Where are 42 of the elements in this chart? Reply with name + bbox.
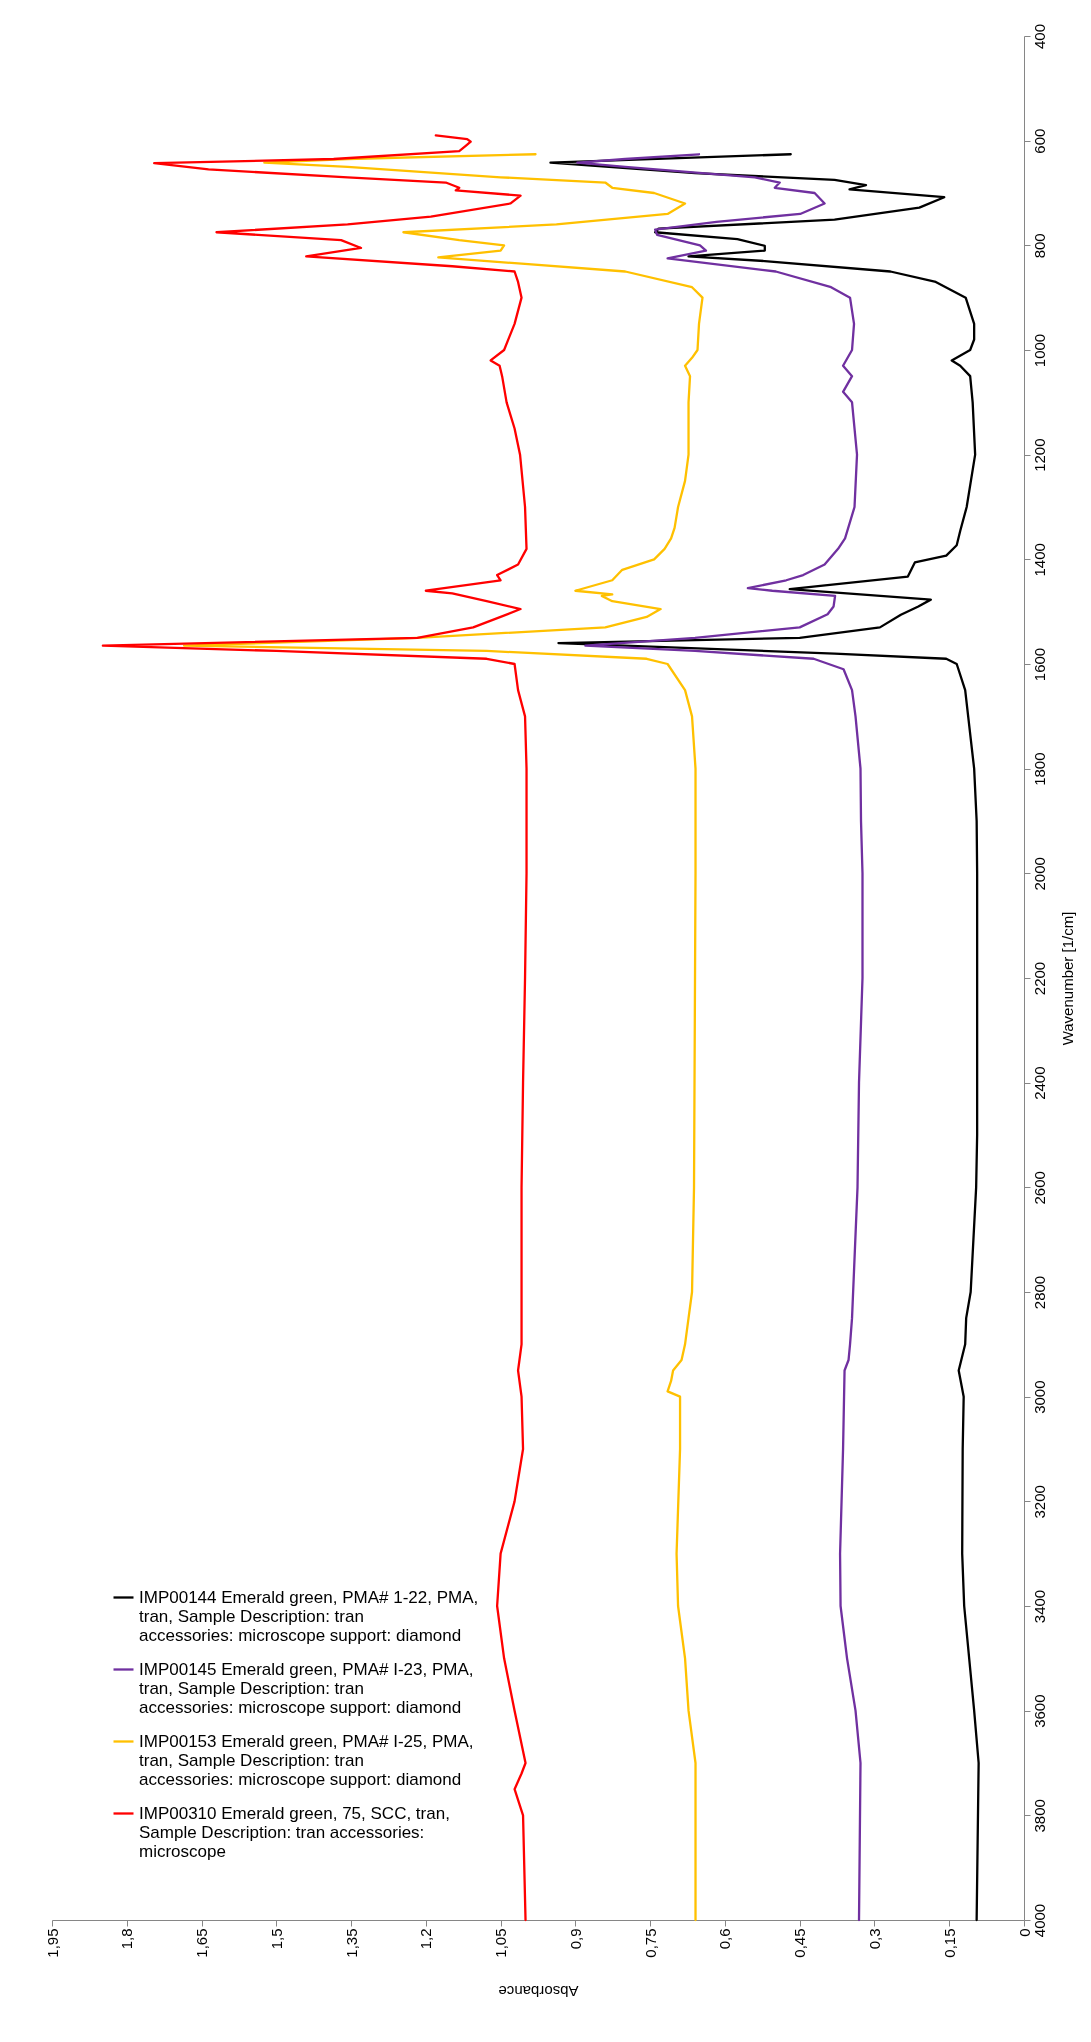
y-tick-label: 800 bbox=[1030, 233, 1048, 259]
y-tick-label: 3000 bbox=[1030, 1380, 1048, 1414]
x-tick-label: 1,65 bbox=[193, 1928, 211, 1958]
y-tick-label: 3400 bbox=[1030, 1589, 1048, 1624]
x-tick-label: 1,5 bbox=[267, 1928, 285, 1950]
y-tick-label: 2200 bbox=[1030, 961, 1048, 996]
y-tick-label: 1400 bbox=[1030, 543, 1048, 577]
x-tick-label: 1,8 bbox=[118, 1928, 136, 1950]
y-axis-title: Wavenumber [1/cm] bbox=[1058, 911, 1076, 1046]
y-tick-label: 3200 bbox=[1030, 1485, 1048, 1519]
y-tick-label: 600 bbox=[1030, 128, 1048, 154]
x-tick-label: 1,35 bbox=[342, 1928, 360, 1958]
y-tick-label: 2400 bbox=[1030, 1066, 1048, 1100]
x-tick-label: 1,05 bbox=[492, 1928, 510, 1958]
y-tick-label: 2000 bbox=[1030, 857, 1048, 891]
y-tick-label: 1800 bbox=[1030, 752, 1048, 786]
y-tick-label: 2800 bbox=[1030, 1275, 1048, 1310]
x-tick-label: 1,95 bbox=[43, 1928, 61, 1958]
y-tick-label: 3800 bbox=[1030, 1799, 1048, 1833]
legend-label: IMP00144 Emerald green, PMA# 1-22, PMA, tran, Sample Description: tran accessories: microscope support: diamond bbox=[139, 1587, 479, 1645]
legend-label: IMP00310 Emerald green, 75, SCC, tran, Sample Description: tran accessories: microscope bbox=[139, 1803, 450, 1861]
x-axis-title: Absorbance bbox=[498, 1982, 579, 2000]
legend-label: IMP00153 Emerald green, PMA# I-25, PMA, tran, Sample Description: tran accessories: microscope support: diamond bbox=[139, 1731, 474, 1789]
x-tick-label: 1,2 bbox=[417, 1928, 435, 1950]
y-tick-label: 400 bbox=[1030, 23, 1048, 50]
y-tick-label: 2600 bbox=[1030, 1171, 1048, 1205]
y-tick-label: 1600 bbox=[1030, 647, 1048, 682]
x-tick-label: 0,45 bbox=[791, 1928, 809, 1958]
line-series bbox=[101, 134, 528, 1922]
x-tick-label: 0,3 bbox=[865, 1928, 883, 1950]
x-tick-label: 0,9 bbox=[566, 1928, 584, 1950]
y-tick-label: 1200 bbox=[1030, 438, 1048, 472]
line-series bbox=[576, 153, 864, 1922]
x-tick-label: 0,6 bbox=[716, 1928, 734, 1950]
x-tick-label: 0,75 bbox=[641, 1928, 659, 1958]
line-series bbox=[549, 153, 980, 1922]
y-tick-label: 4000 bbox=[1030, 1903, 1048, 1938]
x-tick-label: 0 bbox=[1015, 1928, 1033, 1937]
legend-label: IMP00145 Emerald green, PMA# I-23, PMA, tran, Sample Description: tran accessories: microscope support: diamond bbox=[139, 1659, 474, 1717]
y-tick-label: 3600 bbox=[1030, 1694, 1048, 1728]
x-tick-label: 0,15 bbox=[940, 1928, 958, 1958]
y-tick-label: 1000 bbox=[1030, 333, 1048, 368]
